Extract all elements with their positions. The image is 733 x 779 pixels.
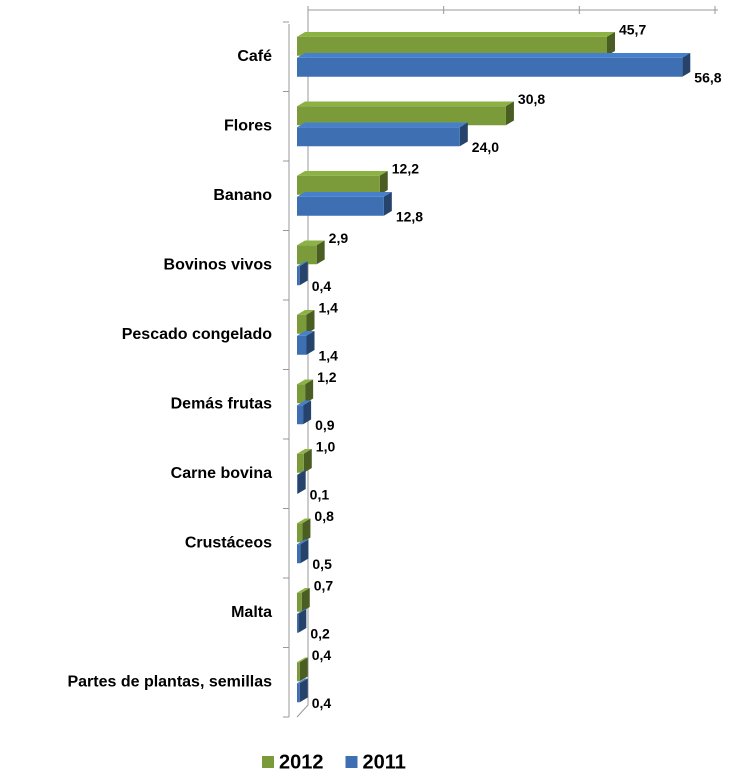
bar-top	[297, 678, 308, 684]
bar	[297, 523, 303, 543]
bar	[297, 474, 298, 494]
value-label: 0,1	[310, 486, 330, 502]
bar	[297, 127, 460, 147]
bar-top	[297, 400, 312, 406]
value-label: 1,4	[318, 347, 338, 363]
bar	[297, 57, 683, 77]
bar-side	[682, 52, 691, 77]
bar-top	[297, 122, 468, 128]
value-label: 0,7	[314, 577, 334, 593]
bar-top	[297, 191, 392, 197]
value-label: 0,2	[310, 625, 330, 641]
value-label: 0,8	[314, 508, 334, 524]
value-label: 0,9	[315, 417, 335, 433]
bar-side	[379, 170, 388, 195]
bar	[297, 453, 304, 473]
bar-side	[301, 587, 310, 612]
category-label: Demás frutas	[171, 395, 272, 412]
bar-top	[297, 101, 514, 107]
bar	[297, 384, 306, 404]
category-label: Café	[237, 48, 272, 65]
value-label: 0,4	[312, 278, 332, 294]
bar-top	[297, 240, 325, 246]
bar-side	[305, 379, 314, 404]
bar-top	[297, 170, 388, 176]
bar-top	[297, 518, 311, 524]
bar	[297, 683, 300, 703]
value-label: 1,4	[318, 299, 338, 315]
legend-swatch	[345, 756, 358, 768]
bar-top	[297, 448, 312, 454]
bar	[297, 196, 384, 216]
bar-side	[302, 518, 311, 543]
legend-swatch	[262, 756, 274, 768]
value-label: 1,2	[317, 369, 337, 385]
value-label: 24,0	[472, 139, 499, 155]
bar-side	[606, 31, 615, 56]
bar-top	[297, 261, 308, 267]
bar-top	[297, 330, 315, 336]
bar-side	[300, 539, 309, 564]
bar-top	[297, 52, 691, 58]
bar-side	[383, 191, 392, 216]
bar-side	[306, 309, 315, 334]
bar-side	[299, 261, 308, 286]
bar-top	[297, 309, 315, 315]
value-label: 45,7	[619, 21, 646, 37]
bar-side	[303, 448, 312, 473]
bar	[297, 544, 301, 564]
bar-side	[298, 608, 307, 633]
value-label: 0,5	[312, 556, 332, 572]
bar-side	[505, 101, 514, 126]
category-label: Flores	[224, 117, 272, 134]
bar-top	[297, 469, 306, 475]
value-label: 30,8	[518, 91, 545, 107]
value-label: 12,2	[392, 160, 419, 176]
bar	[297, 405, 304, 425]
category-label: Partes de plantas, semillas	[67, 673, 272, 690]
bar-side	[316, 240, 325, 265]
legend-label: 2012	[279, 751, 324, 773]
bar	[297, 175, 380, 195]
bar-side	[459, 122, 468, 147]
bar-top	[297, 587, 310, 593]
legend-label: 2011	[363, 751, 406, 773]
value-label: 0,4	[312, 647, 332, 663]
bar-side	[306, 330, 315, 355]
bar	[297, 662, 300, 682]
category-label: Pescado congelado	[122, 326, 272, 343]
bar-top	[297, 379, 314, 385]
value-label: 2,9	[329, 230, 349, 246]
bar-top	[297, 657, 308, 663]
value-label: 1,0	[316, 438, 336, 454]
bar-side	[299, 678, 308, 703]
bar	[297, 266, 300, 286]
bar-top	[297, 608, 307, 614]
category-label: Banano	[213, 187, 272, 204]
value-label: 56,8	[694, 69, 721, 85]
value-label: 0,4	[312, 695, 332, 711]
bar	[297, 613, 299, 633]
value-label: 12,8	[396, 208, 423, 224]
category-label: Carne bovina	[171, 465, 272, 482]
category-label: Crustáceos	[185, 534, 272, 551]
bar-top	[297, 539, 309, 545]
bar	[297, 245, 317, 265]
bar	[297, 106, 506, 126]
bar-side	[299, 657, 308, 682]
bar-side	[297, 469, 306, 494]
bar-side	[303, 400, 312, 425]
category-label: Malta	[231, 604, 272, 621]
bar	[297, 335, 307, 355]
bar	[297, 36, 607, 56]
bar-top	[297, 31, 615, 37]
bar	[297, 592, 302, 612]
bar	[297, 314, 307, 334]
category-label: Bovinos vivos	[164, 256, 273, 273]
